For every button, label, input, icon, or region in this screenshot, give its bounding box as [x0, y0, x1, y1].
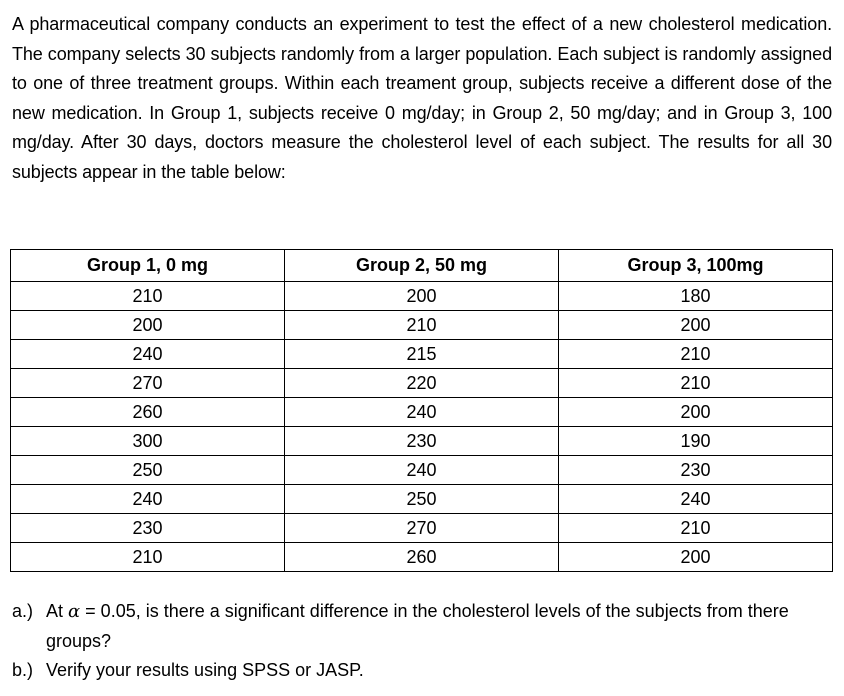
- table-cell: 210: [10, 542, 285, 572]
- table-cell: 210: [284, 310, 559, 340]
- table-row: 230 270 210: [10, 513, 833, 543]
- table-cell: 260: [10, 397, 285, 427]
- table-cell: 200: [558, 397, 833, 427]
- table-cell: 250: [10, 455, 285, 485]
- table-cell: 210: [558, 368, 833, 398]
- questions-list: a.) At α = 0.05, is there a significant …: [12, 597, 834, 686]
- table-cell: 300: [10, 426, 285, 456]
- table-header-row: Group 1, 0 mg Group 2, 50 mg Group 3, 10…: [10, 249, 833, 282]
- question-a: a.) At α = 0.05, is there a significant …: [12, 597, 834, 656]
- table-cell: 215: [284, 339, 559, 369]
- table-cell: 230: [558, 455, 833, 485]
- table-cell: 250: [284, 484, 559, 514]
- table-cell: 180: [558, 281, 833, 311]
- table-row: 210 260 200: [10, 542, 833, 572]
- table-cell: 240: [10, 339, 285, 369]
- table-cell: 260: [284, 542, 559, 572]
- table-cell: 190: [558, 426, 833, 456]
- question-a-text-before: At: [46, 601, 69, 621]
- table-cell: 220: [284, 368, 559, 398]
- question-b-text: Verify your results using SPSS or JASP.: [46, 660, 364, 680]
- table-row: 210 200 180: [10, 281, 833, 311]
- question-a-text: At α = 0.05, is there a significant diff…: [46, 597, 834, 656]
- table-cell: 240: [284, 397, 559, 427]
- question-a-text-after: = 0.05, is there a significant differenc…: [46, 601, 789, 651]
- table-row: 300 230 190: [10, 426, 833, 456]
- table-cell: 240: [558, 484, 833, 514]
- table-cell: 210: [558, 339, 833, 369]
- table-cell: 270: [284, 513, 559, 543]
- table-cell: 270: [10, 368, 285, 398]
- table-cell: 210: [10, 281, 285, 311]
- question-b: b.) Verify your results using SPSS or JA…: [12, 656, 834, 686]
- alpha-symbol: α: [68, 601, 81, 622]
- table-cell: 240: [10, 484, 285, 514]
- table-cell: 200: [10, 310, 285, 340]
- table-row: 270 220 210: [10, 368, 833, 398]
- table-cell: 230: [10, 513, 285, 543]
- table-row: 260 240 200: [10, 397, 833, 427]
- header-group-1: Group 1, 0 mg: [10, 249, 285, 282]
- table-cell: 210: [558, 513, 833, 543]
- header-group-2: Group 2, 50 mg: [284, 249, 559, 282]
- table-row: 240 215 210: [10, 339, 833, 369]
- table-cell: 200: [284, 281, 559, 311]
- table-cell: 230: [284, 426, 559, 456]
- question-a-marker: a.): [12, 601, 34, 621]
- table-cell: 200: [558, 310, 833, 340]
- table-cell: 200: [558, 542, 833, 572]
- table-cell: 240: [284, 455, 559, 485]
- question-b-marker: b.): [12, 660, 34, 680]
- problem-statement: A pharmaceutical company conducts an exp…: [12, 14, 832, 182]
- table-row: 200 210 200: [10, 310, 833, 340]
- header-group-3: Group 3, 100mg: [558, 249, 833, 282]
- cholesterol-data-table: Group 1, 0 mg Group 2, 50 mg Group 3, 10…: [10, 249, 833, 572]
- table-row: 250 240 230: [10, 455, 833, 485]
- table-row: 240 250 240: [10, 484, 833, 514]
